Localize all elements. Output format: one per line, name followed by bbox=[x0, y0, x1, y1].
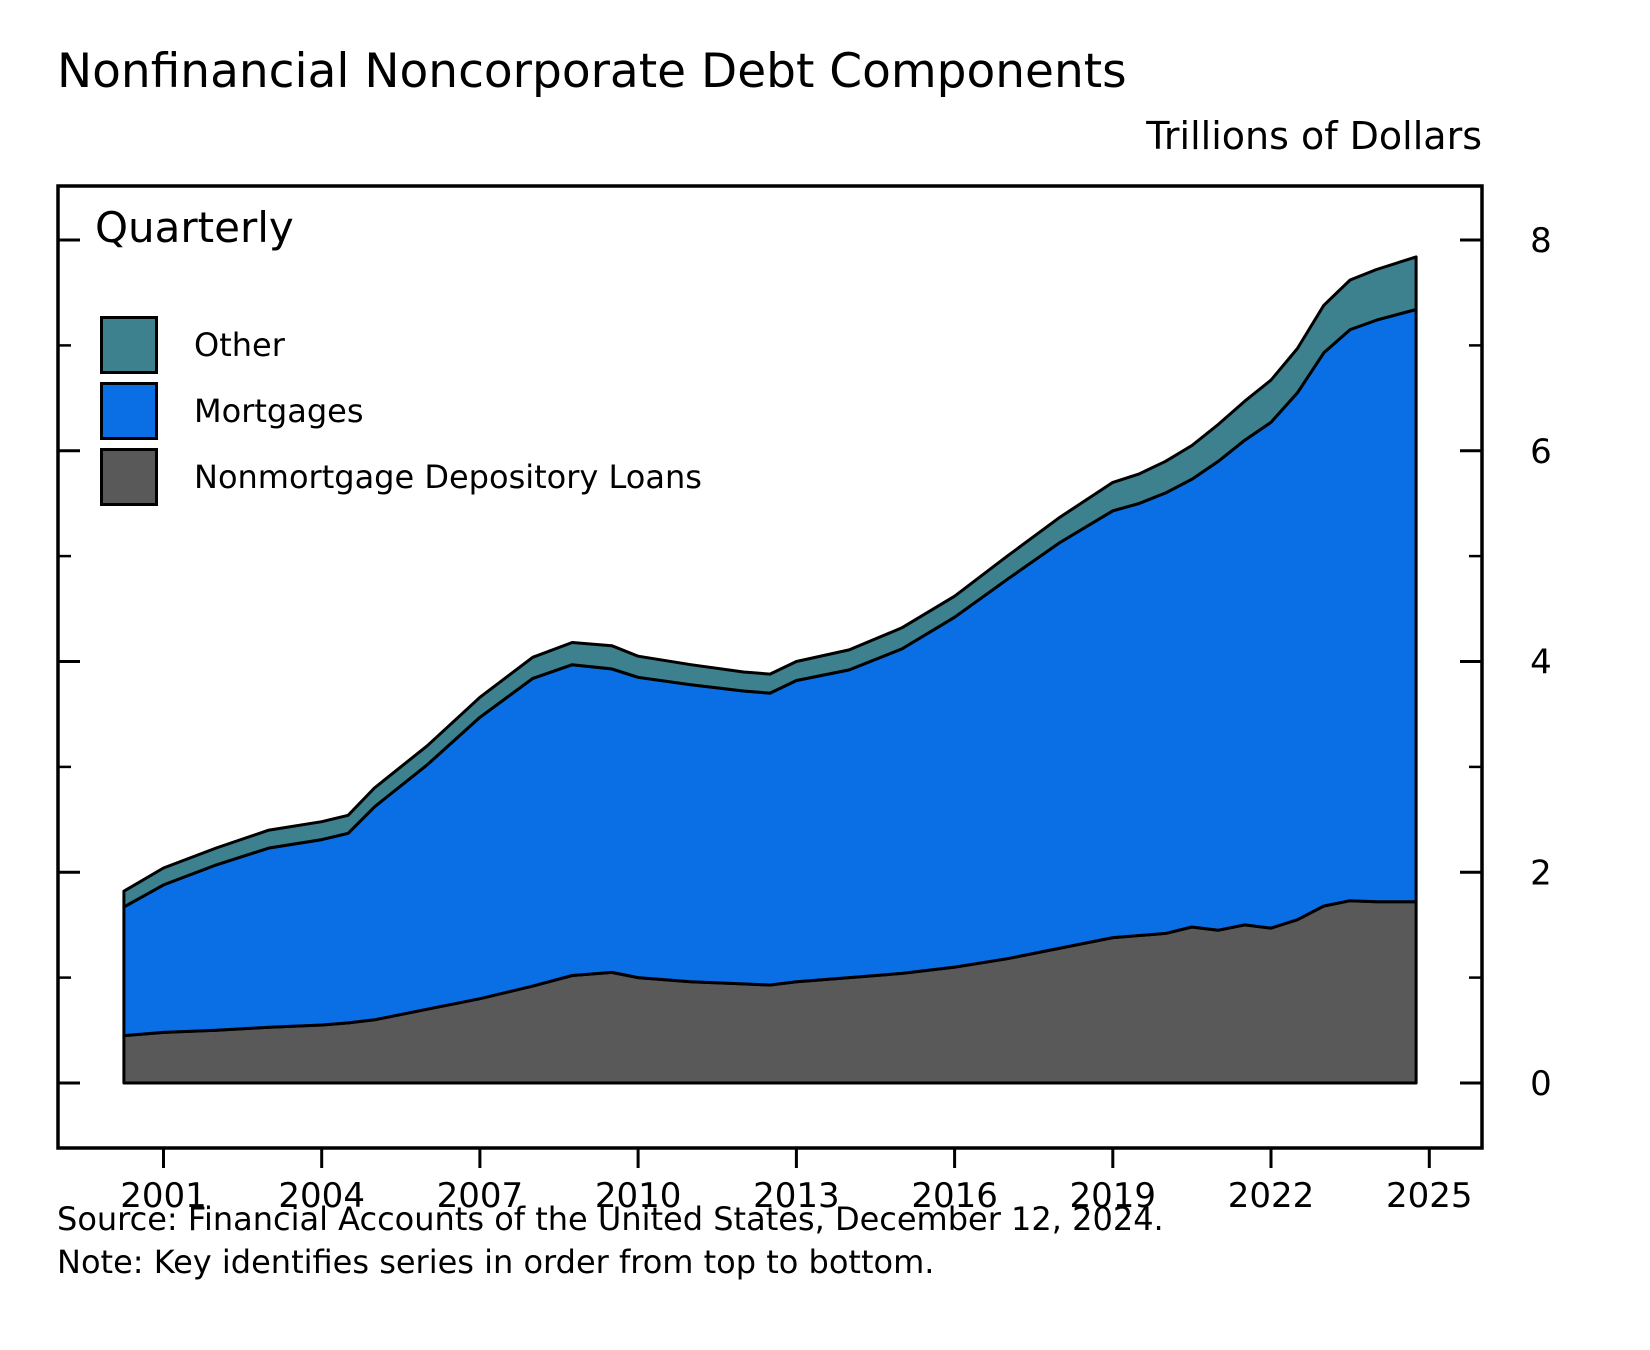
x-tick-label: 2001 bbox=[120, 1176, 207, 1216]
legend-item-other: Other bbox=[100, 316, 702, 374]
legend-label-other: Other bbox=[194, 326, 285, 364]
x-tick-label: 2022 bbox=[1228, 1176, 1315, 1216]
legend-swatch-other bbox=[100, 316, 158, 374]
x-tick-label: 2016 bbox=[911, 1176, 998, 1216]
x-tick-label: 2004 bbox=[278, 1176, 365, 1216]
y-tick-label: 8 bbox=[1530, 221, 1552, 261]
y-tick-label: 0 bbox=[1530, 1064, 1552, 1104]
plot-frame bbox=[56, 184, 1484, 1150]
y-tick-label: 4 bbox=[1530, 643, 1552, 683]
chart-title: Nonfinancial Noncorporate Debt Component… bbox=[57, 44, 1127, 99]
y-tick-label: 6 bbox=[1530, 432, 1552, 472]
x-tick-label: 2007 bbox=[437, 1176, 524, 1216]
x-tick-label: 2013 bbox=[753, 1176, 840, 1216]
unit-label: Trillions of Dollars bbox=[1146, 114, 1482, 158]
legend-swatch-mortgages bbox=[100, 382, 158, 440]
legend-label-nonmortgage-depository-loans: Nonmortgage Depository Loans bbox=[194, 458, 702, 496]
legend-swatch-nonmortgage-depository-loans bbox=[100, 448, 158, 506]
area-other bbox=[122, 255, 1418, 909]
x-tick-label: 2019 bbox=[1070, 1176, 1157, 1216]
y-tick-label: 2 bbox=[1530, 853, 1552, 893]
chart-legend: Other Mortgages Nonmortgage Depository L… bbox=[100, 316, 702, 514]
x-tick-label: 2010 bbox=[595, 1176, 682, 1216]
x-tick-label: 2025 bbox=[1386, 1176, 1473, 1216]
legend-item-nonmortgage-depository-loans: Nonmortgage Depository Loans bbox=[100, 448, 702, 506]
frequency-label: Quarterly bbox=[95, 203, 294, 252]
source-text: Source: Financial Accounts of the United… bbox=[57, 1200, 1164, 1238]
legend-label-mortgages: Mortgages bbox=[194, 392, 364, 430]
note-text: Note: Key identifies series in order fro… bbox=[57, 1243, 935, 1281]
legend-item-mortgages: Mortgages bbox=[100, 382, 702, 440]
